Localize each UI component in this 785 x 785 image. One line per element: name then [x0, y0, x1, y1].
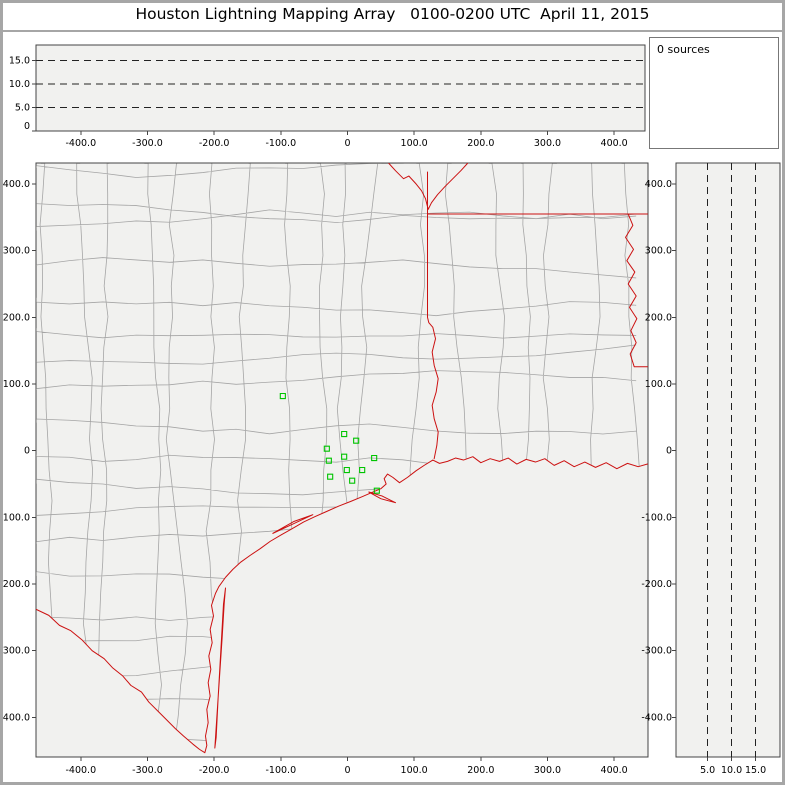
svg-text:300.0: 300.0 — [534, 765, 561, 776]
svg-text:200.0: 200.0 — [467, 138, 494, 149]
padre-island — [215, 588, 226, 748]
svg-text:200.0: 200.0 — [467, 765, 494, 776]
svg-text:-100.0: -100.0 — [265, 765, 296, 776]
svg-text:0: 0 — [24, 446, 30, 457]
svg-text:-300.0: -300.0 — [132, 138, 163, 149]
svg-text:0: 0 — [344, 765, 350, 776]
lma-station-markers — [280, 393, 379, 493]
upper-altitude-plot — [35, 44, 646, 132]
svg-text:400.0: 400.0 — [601, 138, 628, 149]
svg-text:-400.0: -400.0 — [641, 712, 672, 723]
right-altitude-plot — [675, 162, 781, 758]
svg-text:5.0: 5.0 — [700, 765, 715, 776]
red-river-border — [389, 163, 468, 209]
state-boundaries — [36, 163, 647, 752]
svg-text:-400.0: -400.0 — [65, 138, 96, 149]
coastline-rio-grande — [36, 457, 647, 753]
svg-text:10.0: 10.0 — [721, 765, 742, 776]
svg-text:5.0: 5.0 — [15, 103, 30, 114]
map-ticks — [32, 183, 615, 761]
svg-text:-300.0: -300.0 — [132, 765, 163, 776]
svg-text:-300.0: -300.0 — [641, 646, 672, 657]
map-tick-labels: -400.0 -300.0 -200.0 -100.0 0 100.0 200.0 300.0… — [0, 179, 628, 776]
svg-text:-200.0: -200.0 — [0, 579, 30, 590]
svg-text:200.0: 200.0 — [3, 312, 30, 323]
texas-louisiana-border — [428, 172, 439, 459]
upper-panel-tick-labels: -400.0 -300.0 -200.0 -100.0 0 100.0 200.0 300.0… — [9, 56, 628, 149]
right-panel-gridlines — [707, 163, 757, 757]
svg-text:-300.0: -300.0 — [0, 646, 30, 657]
svg-text:100.0: 100.0 — [401, 765, 428, 776]
svg-text:10.0: 10.0 — [9, 79, 30, 90]
right-panel-ticks — [672, 183, 757, 761]
svg-text:300.0: 300.0 — [534, 138, 561, 149]
svg-text:15.0: 15.0 — [745, 765, 766, 776]
svg-text:0: 0 — [344, 138, 350, 149]
svg-text:300.0: 300.0 — [645, 246, 672, 257]
right-panel-tick-labels: 5.0 10.0 15.0 400.0 300.0 200.0 100.0 0 -100.0 -2… — [641, 179, 766, 776]
svg-text:100.0: 100.0 — [3, 379, 30, 390]
map-content — [36, 149, 647, 753]
svg-text:15.0: 15.0 — [9, 56, 30, 67]
svg-text:400.0: 400.0 — [601, 765, 628, 776]
svg-text:0: 0 — [666, 446, 672, 457]
svg-text:100.0: 100.0 — [401, 138, 428, 149]
upper-panel-gridlines — [36, 60, 645, 109]
svg-text:-200.0: -200.0 — [641, 579, 672, 590]
upper-panel-ticks — [32, 60, 615, 135]
figure-title: Houston Lightning Mapping Array 0100-020… — [135, 5, 650, 23]
svg-text:300.0: 300.0 — [3, 246, 30, 257]
galveston-island — [369, 492, 396, 503]
svg-text:-400.0: -400.0 — [65, 765, 96, 776]
sources-count-label: 0 sources — [657, 43, 710, 56]
matagorda-island — [273, 515, 313, 534]
svg-text:400.0: 400.0 — [3, 179, 30, 190]
title-separator — [3, 30, 782, 32]
svg-text:-100.0: -100.0 — [265, 138, 296, 149]
svg-text:400.0: 400.0 — [645, 179, 672, 190]
svg-text:100.0: 100.0 — [645, 379, 672, 390]
svg-text:-200.0: -200.0 — [199, 765, 230, 776]
svg-text:200.0: 200.0 — [645, 312, 672, 323]
svg-text:0: 0 — [24, 121, 30, 132]
sources-panel: 0 sources — [649, 37, 779, 149]
svg-text:-400.0: -400.0 — [0, 712, 30, 723]
louisiana-mississippi-border — [626, 214, 648, 367]
svg-text:-200.0: -200.0 — [199, 138, 230, 149]
svg-text:-100.0: -100.0 — [0, 512, 30, 523]
svg-text:-100.0: -100.0 — [641, 512, 672, 523]
